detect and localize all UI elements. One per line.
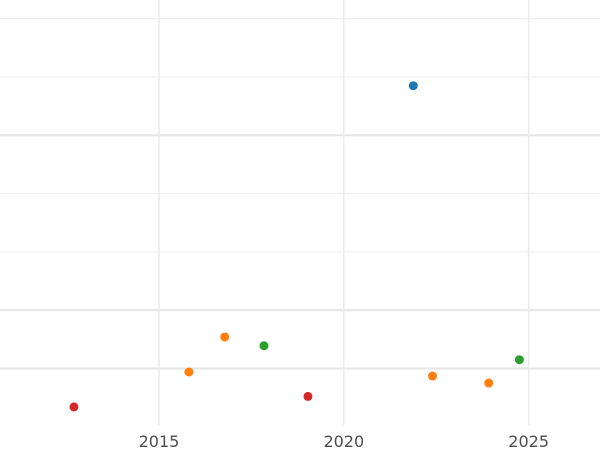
gridlines: [0, 0, 600, 425]
data-points: [69, 81, 524, 412]
data-point: [428, 371, 438, 381]
data-point: [408, 81, 418, 91]
x-tick-label: 2025: [508, 432, 549, 450]
data-point: [220, 332, 230, 342]
x-tick-label: 2020: [323, 432, 364, 450]
x-tick-labels: 2015 2020 2025: [139, 432, 549, 450]
data-point: [514, 355, 524, 365]
data-point: [184, 367, 194, 377]
data-point: [69, 402, 79, 412]
data-point: [303, 391, 313, 401]
x-tick-label: 2015: [139, 432, 180, 450]
data-point: [484, 378, 494, 388]
data-point: [259, 341, 269, 351]
